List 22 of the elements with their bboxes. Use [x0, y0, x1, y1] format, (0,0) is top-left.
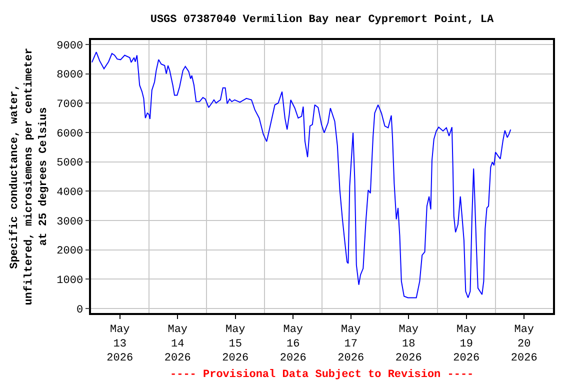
y-tick-label: 2000 — [56, 246, 84, 258]
y-tick-label: 6000 — [56, 128, 84, 140]
y-tick-label: 7000 — [56, 98, 84, 111]
x-tick-label: May 20 2026 — [510, 324, 538, 365]
line-series — [91, 52, 512, 298]
y-tick-label: 0 — [76, 304, 84, 316]
x-tick-label: May 15 2026 — [222, 324, 249, 365]
x-tick-label: May 14 2026 — [164, 324, 191, 365]
y-tick-label: 5000 — [56, 158, 84, 170]
y-tick-label: 8000 — [56, 70, 84, 82]
y-tick-label: 3000 — [56, 216, 84, 228]
y-tick-label: 4000 — [56, 187, 84, 200]
x-tick-label: May 19 2026 — [453, 324, 480, 365]
x-tick-label: May 17 2026 — [338, 324, 364, 365]
x-tick-label: May 18 2026 — [395, 324, 422, 365]
chart-title: USGS 07387040 Vermilion Bay near Cypremort Point, LA — [150, 14, 494, 26]
x-tick-label: May 16 2026 — [280, 324, 306, 365]
y-tick-label: 9000 — [56, 40, 84, 52]
x-tick-label: May 13 2026 — [106, 324, 134, 365]
y-axis-title: Specific conductance, water, unfiltered, microsiemens per centimeter at 25 degrees Celsius — [8, 48, 50, 306]
text: ---- Provisional Data Subject to Revision ---- — [170, 369, 474, 381]
y-tick-label: 1000 — [56, 275, 84, 288]
